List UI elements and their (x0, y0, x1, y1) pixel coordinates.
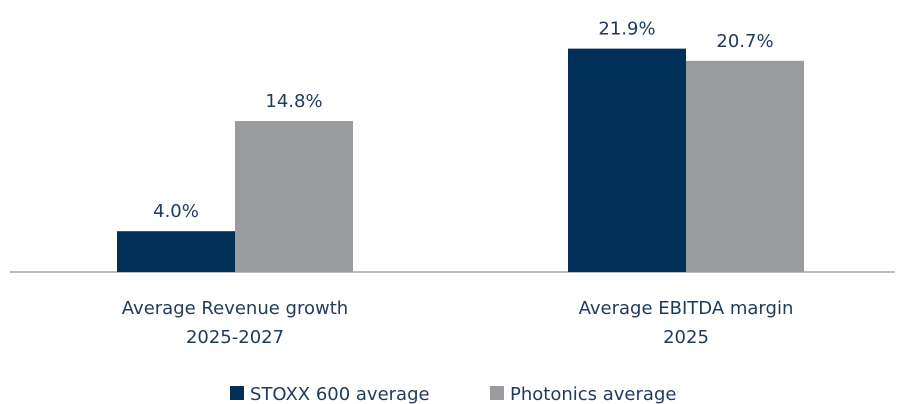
category-label: Average EBITDA margin 2025 (578, 298, 794, 348)
legend-swatch (490, 386, 504, 400)
value-label: 14.8% (265, 91, 322, 112)
value-label: 20.7% (716, 31, 773, 52)
bar (686, 60, 804, 272)
value-label: 4.0% (153, 201, 199, 222)
bar (117, 231, 235, 272)
legend-label: Photonics average (510, 384, 676, 404)
legend-swatch (230, 386, 244, 400)
category-label: Average Revenue growth 2025-2027 (121, 298, 349, 348)
value-label: 21.9% (598, 19, 655, 40)
legend-label: STOXX 600 average (250, 384, 430, 404)
bar (568, 48, 686, 273)
bar (235, 121, 353, 272)
